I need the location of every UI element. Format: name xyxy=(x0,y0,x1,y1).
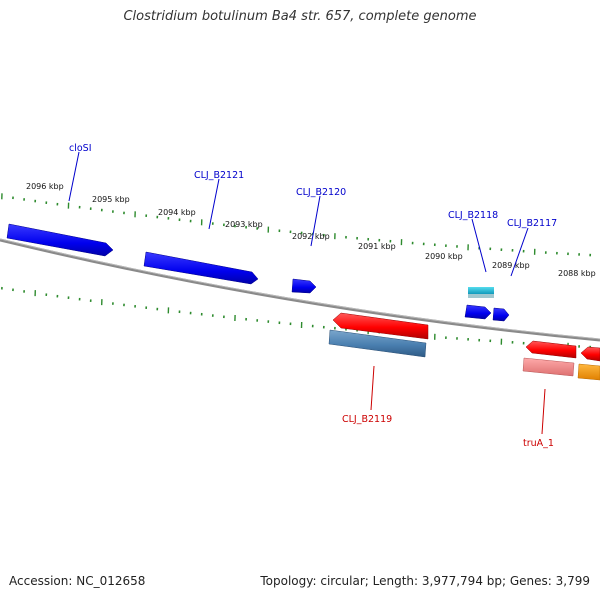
forward-genes xyxy=(6,223,510,322)
label-leader-lines xyxy=(68,151,546,435)
reverse-genes xyxy=(328,312,600,381)
gene-arrow-edge-right[interactable] xyxy=(580,346,600,362)
kbp-label: 2088 kbp xyxy=(558,269,596,278)
feature-pink-trua-1[interactable] xyxy=(522,357,575,377)
kbp-label: 2096 kbp xyxy=(26,182,64,191)
kbp-scale-labels: 2096 kbp 2095 kbp 2094 kbp 2093 kbp 2092… xyxy=(26,182,596,278)
map-title: Clostridium botulinum Ba4 str. 657, comp… xyxy=(123,9,477,24)
kbp-label: 2092 kbp xyxy=(292,232,330,241)
accession-text: Accession: NC_012658 xyxy=(9,574,146,588)
gene-label-trua-1[interactable]: truA_1 xyxy=(523,438,554,449)
gene-label-b2121[interactable]: CLJ_B2121 xyxy=(194,170,244,181)
gene-label-b2119[interactable]: CLJ_B2119 xyxy=(342,414,392,425)
kbp-label: 2089 kbp xyxy=(492,261,530,270)
gene-arrow-b2117[interactable] xyxy=(492,307,510,322)
kbp-label: 2091 kbp xyxy=(358,242,396,251)
gene-label-b2118[interactable]: CLJ_B2118 xyxy=(448,210,498,221)
feature-cyan-b2118-shadow xyxy=(468,294,494,298)
kbp-label: 2090 kbp xyxy=(425,252,463,261)
gene-label-closi[interactable]: cloSI xyxy=(69,143,92,154)
feature-cyan-b2118[interactable] xyxy=(468,287,494,294)
genome-backbone-highlight xyxy=(0,238,600,340)
gene-arrow-trua-1[interactable] xyxy=(525,340,577,359)
gene-arrow-closi[interactable] xyxy=(6,223,114,257)
feature-steelblue-b2119[interactable] xyxy=(328,329,427,358)
kbp-label: 2094 kbp xyxy=(158,208,196,217)
feature-orange-edge[interactable] xyxy=(577,363,600,381)
kbp-label: 2095 kbp xyxy=(92,195,130,204)
genome-summary-text: Topology: circular; Length: 3,977,794 bp… xyxy=(260,574,590,588)
gene-arrow-b2118[interactable] xyxy=(464,304,492,320)
gene-arrow-b2120[interactable] xyxy=(291,278,317,294)
gene-label-b2120[interactable]: CLJ_B2120 xyxy=(296,187,346,198)
gene-label-b2117[interactable]: CLJ_B2117 xyxy=(507,218,557,229)
gene-arrow-b2119[interactable] xyxy=(332,312,429,340)
genome-backbone xyxy=(0,238,600,342)
kbp-label: 2093 kbp xyxy=(225,220,263,229)
gene-arrow-b2121[interactable] xyxy=(143,251,259,285)
gene-labels: cloSI CLJ_B2121 CLJ_B2120 CLJ_B2118 CLJ_… xyxy=(69,143,557,449)
